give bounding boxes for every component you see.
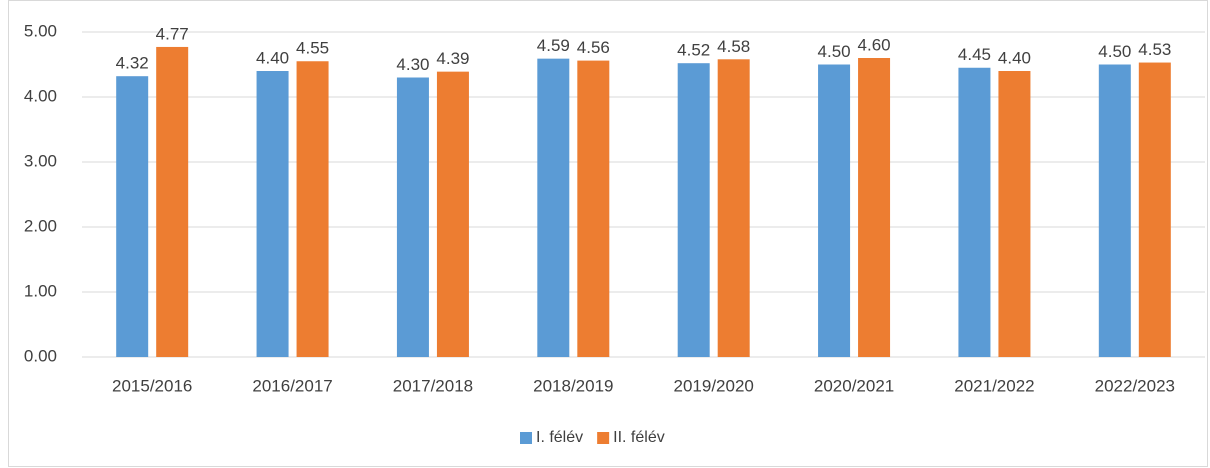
data-label: 4.39 — [436, 49, 469, 68]
x-tick-label: 2020/2021 — [814, 376, 894, 395]
data-label: 4.53 — [1138, 40, 1171, 59]
y-tick-label: 0.00 — [24, 346, 57, 365]
data-label: 4.40 — [256, 48, 289, 67]
x-tick-label: 2017/2018 — [393, 376, 473, 395]
legend-label: II. félév — [613, 429, 665, 446]
x-tick-label: 2022/2023 — [1095, 376, 1175, 395]
data-label: 4.50 — [818, 42, 851, 61]
bar — [998, 71, 1031, 357]
data-label: 4.60 — [858, 35, 891, 54]
x-tick-label: 2018/2019 — [533, 376, 613, 395]
data-label: 4.59 — [537, 36, 570, 55]
y-tick-label: 1.00 — [24, 281, 57, 300]
data-label: 4.32 — [116, 54, 149, 73]
bar — [256, 71, 289, 357]
data-label: 4.50 — [1098, 42, 1131, 61]
legend-label: I. félév — [536, 429, 583, 446]
y-tick-label: 2.00 — [24, 216, 57, 235]
data-label: 4.45 — [958, 45, 991, 64]
data-label: 4.40 — [998, 48, 1031, 67]
bar — [537, 58, 570, 358]
y-tick-label: 3.00 — [24, 151, 57, 170]
bar — [958, 67, 991, 357]
bar — [436, 71, 469, 358]
bar — [677, 63, 710, 357]
bar — [296, 61, 329, 357]
x-tick-label: 2016/2017 — [252, 376, 332, 395]
bar — [1098, 64, 1131, 357]
data-label: 4.58 — [717, 37, 750, 56]
data-label: 4.77 — [156, 24, 189, 43]
bar — [396, 77, 429, 357]
legend-swatch — [597, 432, 610, 444]
y-tick-label: 4.00 — [24, 86, 57, 105]
bar — [717, 59, 750, 358]
x-tick-label: 2015/2016 — [112, 376, 192, 395]
data-label: 4.52 — [677, 41, 710, 60]
x-tick-label: 2019/2020 — [674, 376, 754, 395]
data-label: 4.30 — [396, 55, 429, 74]
bar — [116, 76, 149, 357]
bar — [1138, 62, 1171, 358]
data-label: 4.55 — [296, 39, 329, 58]
bar — [818, 64, 851, 357]
x-tick-label: 2021/2022 — [954, 376, 1034, 395]
bar — [577, 60, 610, 357]
data-label: 4.56 — [577, 38, 610, 57]
bar — [156, 46, 189, 357]
bar — [858, 58, 891, 357]
y-tick-label: 5.00 — [24, 21, 57, 40]
legend-swatch — [520, 432, 532, 444]
